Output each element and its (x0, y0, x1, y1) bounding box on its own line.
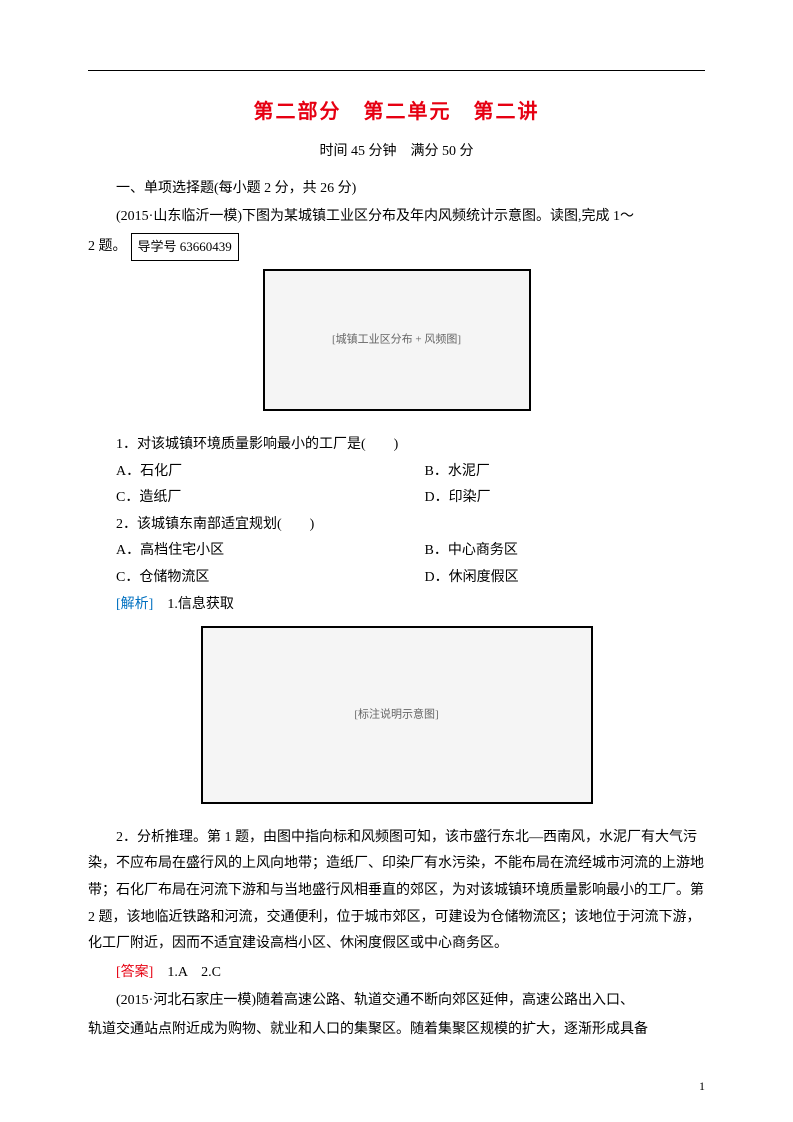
q2-option-d: D．休闲度假区 (397, 565, 706, 592)
answer-line: [答案] 1.A 2.C (88, 960, 705, 987)
q1-option-a: A．石化厂 (88, 459, 397, 486)
q1-option-c: C．造纸厂 (88, 485, 397, 512)
section-1-heading: 一、单项选择题(每小题 2 分，共 26 分) (88, 176, 705, 203)
question-1-stem: 1．对该城镇环境质量影响最小的工厂是( ) (88, 432, 705, 459)
q1-option-b: B．水泥厂 (397, 459, 706, 486)
time-score-line: 时间 45 分钟 满分 50 分 (88, 139, 705, 166)
q1-option-d: D．印染厂 (397, 485, 706, 512)
analysis-body: 2．分析推理。第 1 题，由图中指向标和风频图可知，该市盛行东北—西南风，水泥厂… (88, 825, 705, 958)
analysis-head-text: 1.信息获取 (153, 597, 234, 612)
q2-option-a: A．高档住宅小区 (88, 538, 397, 565)
figure-2-annotated-diagram: [标注说明示意图] (201, 626, 593, 804)
figure-2-label: [标注说明示意图] (354, 705, 438, 726)
answer-label: [答案] (116, 965, 153, 980)
intro-paragraph-line1: (2015·山东临沂一模)下图为某城镇工业区分布及年内风频统计示意图。读图,完成… (88, 204, 705, 231)
analysis-line: [解析] 1.信息获取 (88, 592, 705, 619)
intro-paragraph-line2: 2 题。 导学号 63660439 (88, 233, 705, 262)
next-intro-line2: 轨道交通站点附近成为购物、就业和人口的集聚区。随着集聚区规模的扩大，逐渐形成具备 (88, 1017, 705, 1044)
top-horizontal-rule (88, 70, 705, 71)
guide-number-box: 导学号 63660439 (131, 233, 239, 262)
q2-option-c: C．仓储物流区 (88, 565, 397, 592)
figure-1-container: [城镇工业区分布 + 风频图] (88, 269, 705, 422)
page-number: 1 (699, 1075, 705, 1098)
question-1-options: A．石化厂 B．水泥厂 C．造纸厂 D．印染厂 (88, 459, 705, 512)
analysis-label: [解析] (116, 597, 153, 612)
question-2-stem: 2．该城镇东南部适宜规划( ) (88, 512, 705, 539)
figure-2-container: [标注说明示意图] (88, 626, 705, 815)
answer-body-text: 1.A 2.C (153, 965, 221, 980)
figure-1-map-diagram: [城镇工业区分布 + 风频图] (263, 269, 531, 411)
q2-option-b: B．中心商务区 (397, 538, 706, 565)
figure-1-label: [城镇工业区分布 + 风频图] (332, 330, 461, 351)
page-title: 第二部分 第二单元 第二讲 (88, 93, 705, 131)
question-2-options: A．高档住宅小区 B．中心商务区 C．仓储物流区 D．休闲度假区 (88, 538, 705, 591)
next-intro-line1: (2015·河北石家庄一模)随着高速公路、轨道交通不断向郊区延伸，高速公路出入口… (88, 988, 705, 1015)
intro-prefix: 2 题。 (88, 234, 127, 261)
